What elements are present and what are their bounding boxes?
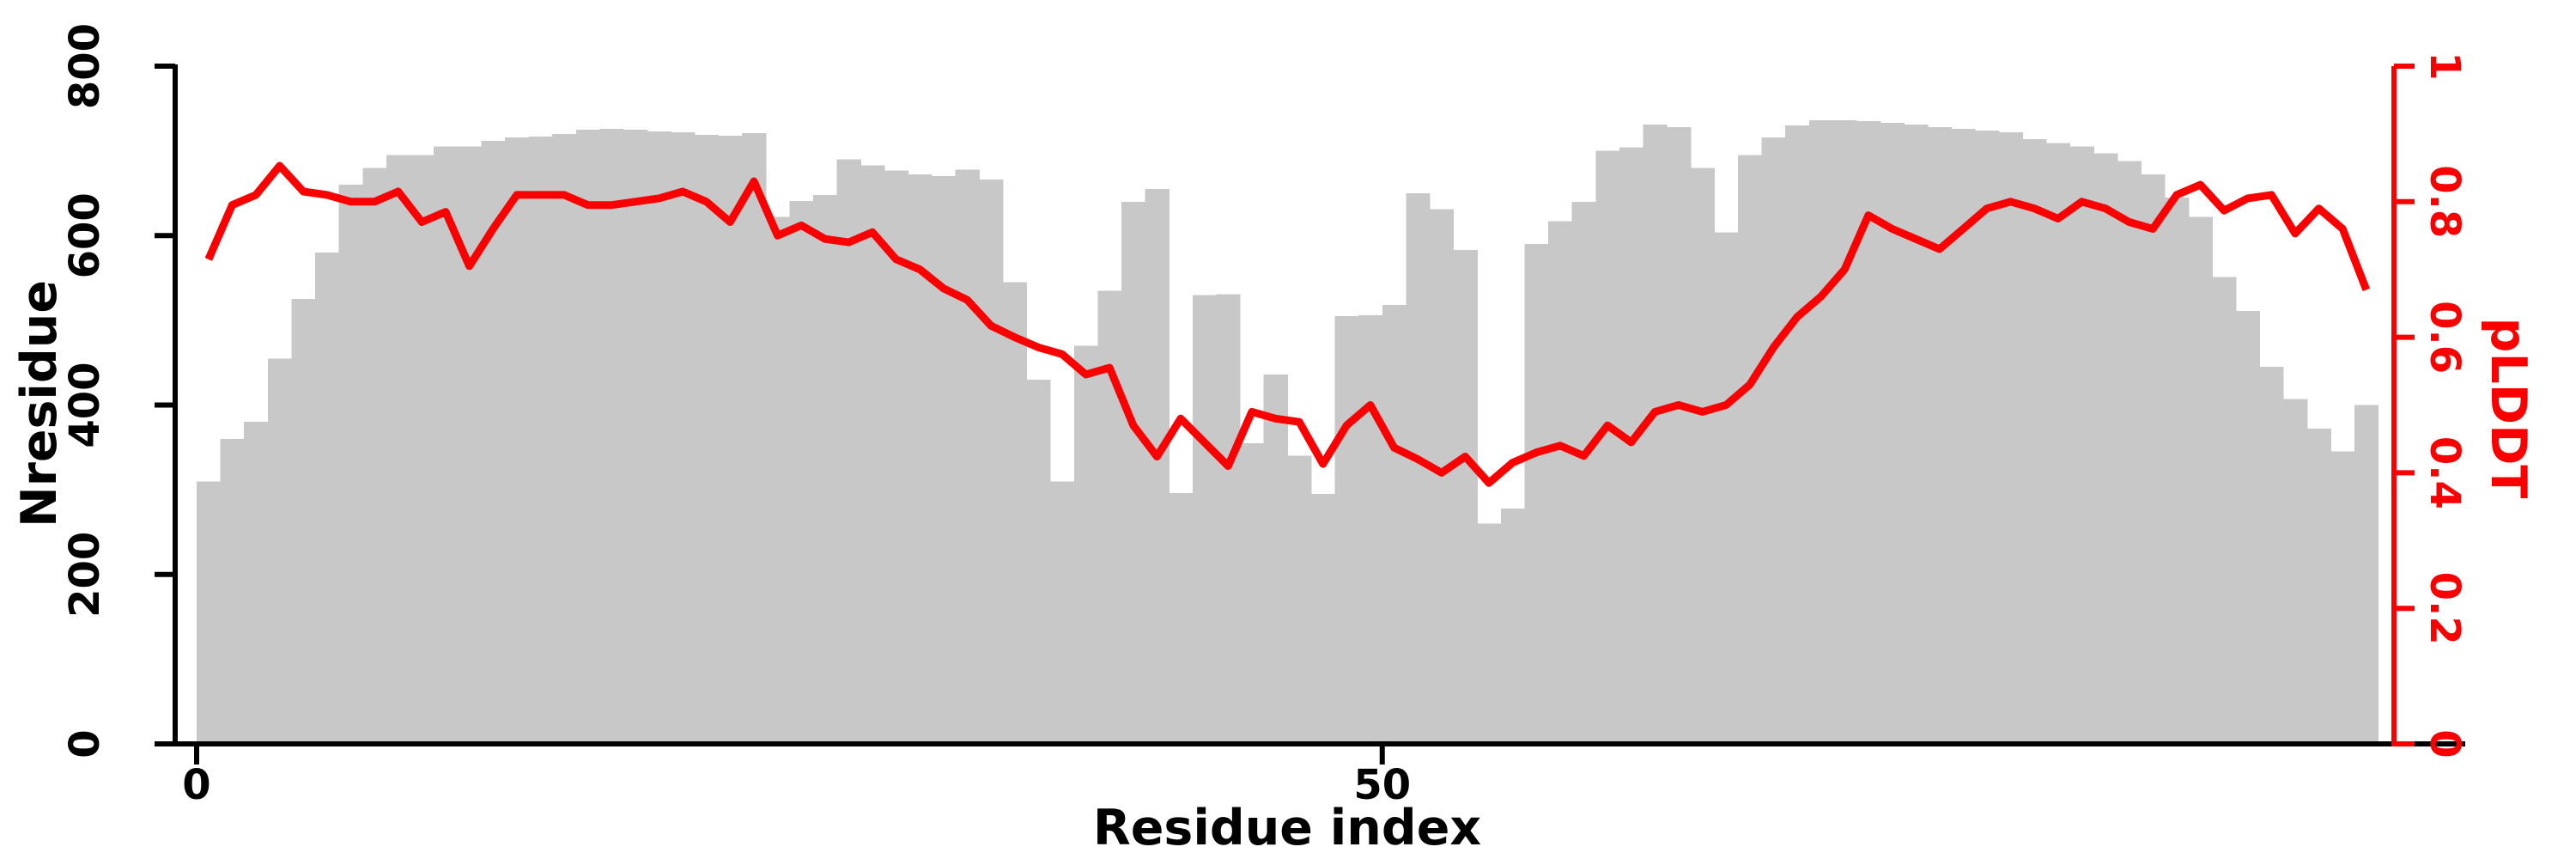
y-axis-title-left: Nresidue [11, 280, 68, 527]
svg-text:400: 400 [61, 362, 109, 448]
svg-text:0.2: 0.2 [2421, 572, 2469, 645]
svg-text:600: 600 [61, 192, 109, 278]
svg-text:0.4: 0.4 [2421, 436, 2469, 509]
plddt-line [204, 161, 2370, 487]
svg-text:0: 0 [2421, 729, 2469, 758]
x-axis-title: Residue index [1093, 800, 1481, 856]
svg-text:800: 800 [61, 23, 109, 109]
svg-text:50: 50 [1353, 761, 1411, 809]
svg-text:0: 0 [61, 729, 109, 758]
svg-text:0.6: 0.6 [2421, 301, 2469, 374]
svg-text:0: 0 [182, 761, 210, 809]
axes: 0 200 400 600 800 0 50 0 0.2 0.4 0.6 0.8 1 [61, 23, 2469, 809]
histogram-bars [197, 120, 2379, 745]
svg-text:0.8: 0.8 [2421, 165, 2469, 238]
svg-text:1: 1 [2421, 52, 2469, 80]
svg-text:200: 200 [61, 532, 109, 618]
y-axis-title-right: pLDDT [2480, 318, 2537, 499]
